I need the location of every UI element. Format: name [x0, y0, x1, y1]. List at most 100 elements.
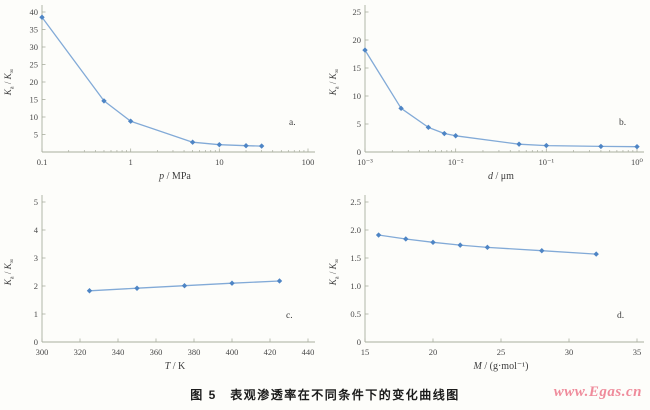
svg-text:0: 0	[357, 337, 361, 347]
svg-text:0: 0	[357, 147, 361, 157]
svg-text:30: 30	[565, 347, 574, 357]
chart-a-panel: 5 10 15 20 25 30 35 40 0.1 1 10 100 a. p / MPa Ka / K∞	[0, 0, 325, 190]
chart-d-svg: 0 0.5 1.0 1.5 2.0 2.5 15 20 25 30 35 d. M / (g·mol⁻¹…	[328, 195, 644, 372]
svg-text:0.5: 0.5	[350, 309, 361, 319]
panel-letter: b.	[619, 118, 626, 128]
svg-text:1.0: 1.0	[350, 281, 361, 291]
data-point-marker	[134, 285, 140, 291]
svg-text:100: 100	[302, 157, 315, 167]
svg-text:10⁰: 10⁰	[631, 157, 644, 167]
svg-text:25: 25	[353, 7, 362, 17]
x-axis-label: T / K	[165, 361, 186, 372]
svg-text:320: 320	[74, 347, 87, 357]
data-point-marker	[39, 14, 45, 20]
data-point-marker	[216, 141, 223, 148]
data-series	[39, 14, 265, 149]
svg-text:10: 10	[215, 157, 224, 167]
svg-text:10⁻³: 10⁻³	[357, 157, 373, 167]
watermark-text: www.Egas.cn	[553, 384, 642, 400]
svg-text:35: 35	[30, 24, 39, 34]
y-axis-label: Ka / K∞	[3, 258, 16, 286]
svg-text:15: 15	[361, 347, 370, 357]
figure-caption: 图 5 表观渗透率在不同条件下的变化曲线图	[190, 388, 460, 402]
data-point-marker	[452, 133, 459, 139]
svg-text:2.0: 2.0	[350, 225, 361, 235]
y-axis-label: Ka / K∞	[328, 258, 341, 286]
axes: 0 1 2 3 4 5 300 320 340 360 380 400 420 440	[34, 195, 315, 357]
svg-text:20: 20	[353, 35, 362, 45]
chart-b-panel: 0 5 10 15 20 25 10⁻³ 10⁻² 10⁻¹ 10⁰ b. d / μm Ka / K∞	[325, 0, 650, 190]
panel-letter: a.	[289, 118, 296, 128]
panel-letter: d.	[617, 311, 624, 321]
data-series	[86, 278, 283, 294]
caption-row: 图 5 表观渗透率在不同条件下的变化曲线图 www.Egas.cn	[0, 382, 650, 408]
data-point-marker	[398, 105, 404, 112]
svg-text:30: 30	[30, 42, 39, 52]
svg-text:15: 15	[30, 94, 39, 104]
axes: 5 10 15 20 25 30 35 40 0.1 1 10 100	[30, 5, 315, 167]
chart-c-panel: 0 1 2 3 4 5 300 320 340 360 380 400 420 440 c. T / K Ka …	[0, 190, 325, 380]
svg-text:4: 4	[34, 225, 39, 235]
svg-text:10⁻²: 10⁻²	[448, 157, 464, 167]
svg-text:20: 20	[429, 347, 438, 357]
data-point-marker	[593, 251, 599, 257]
svg-text:10: 10	[353, 91, 362, 101]
svg-text:5: 5	[34, 129, 38, 139]
svg-text:1: 1	[34, 309, 38, 319]
svg-text:420: 420	[264, 347, 277, 357]
data-point-marker	[484, 244, 491, 251]
data-series	[375, 232, 599, 257]
y-axis-label: Ka / K∞	[3, 68, 16, 96]
chart-a-svg: 5 10 15 20 25 30 35 40 0.1 1 10 100 a. p / MPa Ka / K∞	[3, 5, 315, 182]
svg-text:10: 10	[30, 112, 39, 122]
data-point-marker	[430, 239, 436, 246]
svg-text:400: 400	[226, 347, 239, 357]
svg-text:300: 300	[36, 347, 49, 357]
svg-text:5: 5	[34, 197, 38, 207]
svg-text:360: 360	[150, 347, 163, 357]
data-point-marker	[127, 118, 134, 124]
chart-b-svg: 0 5 10 15 20 25 10⁻³ 10⁻² 10⁻¹ 10⁰ b. d / μm Ka / K∞	[328, 5, 644, 182]
svg-text:3: 3	[34, 253, 38, 263]
data-series	[362, 47, 640, 150]
data-point-marker	[539, 248, 545, 254]
data-point-marker	[441, 130, 448, 137]
data-point-marker	[181, 283, 188, 289]
data-point-marker	[457, 242, 463, 248]
x-axis-label: p / MPa	[158, 171, 191, 182]
data-point-marker	[516, 141, 522, 147]
svg-text:2: 2	[34, 281, 38, 291]
svg-text:0: 0	[34, 337, 38, 347]
data-point-marker	[86, 288, 93, 294]
svg-text:15: 15	[353, 63, 362, 73]
chart-c-svg: 0 1 2 3 4 5 300 320 340 360 380 400 420 440 c. T / K Ka …	[3, 195, 315, 372]
data-point-marker	[189, 139, 196, 145]
axes: 0 0.5 1.0 1.5 2.0 2.5 15 20 25 30 35	[350, 195, 644, 357]
data-point-marker	[375, 232, 382, 238]
svg-text:1: 1	[129, 157, 133, 167]
x-axis-label: d / μm	[488, 171, 514, 182]
svg-text:1.5: 1.5	[350, 253, 361, 263]
x-axis-label: M / (g·mol⁻¹)	[473, 361, 529, 372]
svg-text:35: 35	[633, 347, 642, 357]
data-point-marker	[101, 98, 107, 104]
svg-text:440: 440	[302, 347, 315, 357]
svg-text:5: 5	[357, 119, 361, 129]
y-axis-label: Ka / K∞	[328, 68, 341, 96]
svg-text:25: 25	[497, 347, 506, 357]
svg-text:10⁻¹: 10⁻¹	[539, 157, 555, 167]
chart-d-panel: 0 0.5 1.0 1.5 2.0 2.5 15 20 25 30 35 d. M / (g·mol⁻¹…	[325, 190, 650, 380]
data-point-marker	[543, 142, 550, 149]
svg-text:380: 380	[188, 347, 201, 357]
data-point-marker	[276, 278, 283, 284]
axes: 0 5 10 15 20 25 10⁻³ 10⁻² 10⁻¹ 10⁰	[353, 5, 644, 167]
panel-letter: c.	[286, 311, 293, 321]
svg-text:25: 25	[30, 59, 39, 69]
data-point-marker	[598, 143, 604, 150]
svg-text:340: 340	[112, 347, 125, 357]
data-point-marker	[229, 280, 235, 286]
data-point-marker	[403, 236, 409, 242]
data-point-marker	[243, 143, 249, 149]
data-point-marker	[425, 124, 432, 131]
